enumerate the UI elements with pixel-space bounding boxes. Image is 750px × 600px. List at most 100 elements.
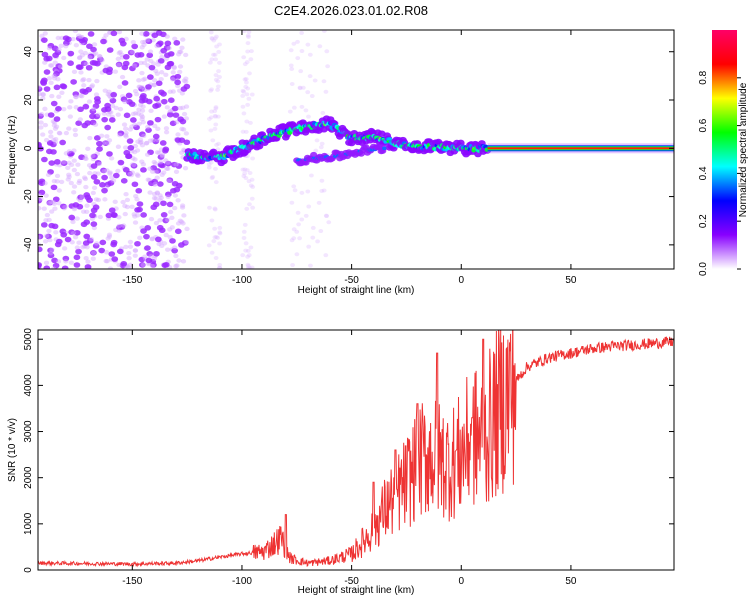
noise-blob [90, 221, 98, 227]
noise-blob [131, 162, 137, 168]
noise-blob [139, 31, 145, 36]
noise-blob [246, 30, 252, 35]
noise-blob [51, 201, 58, 206]
noise-blob [132, 253, 138, 258]
noise-blob [241, 229, 247, 234]
noise-blob [208, 30, 214, 35]
noise-blob [177, 49, 183, 55]
noise-blob [318, 145, 324, 150]
noise-blob [163, 130, 170, 135]
noise-blob [159, 152, 166, 158]
noise-blob [142, 254, 148, 259]
noise-blob [38, 113, 44, 119]
noise-blob [160, 200, 167, 207]
noise-blob [151, 82, 158, 88]
noise-blob [248, 183, 254, 188]
noise-blob [49, 209, 55, 214]
noise-blob [245, 41, 251, 46]
noise-blob [152, 103, 159, 109]
noise-blob [71, 158, 77, 163]
noise-blob [206, 162, 212, 167]
noise-blob [53, 116, 61, 122]
noise-blob [246, 179, 252, 184]
noise-blob [106, 89, 112, 95]
noise-blob [98, 133, 105, 139]
noise-blob [53, 159, 61, 165]
noise-blob [168, 209, 174, 215]
noise-blob [138, 86, 145, 92]
noise-blob [53, 136, 59, 142]
noise-blob [115, 112, 121, 117]
noise-blob [250, 156, 256, 161]
noise-blob [112, 172, 120, 179]
noise-blob [134, 197, 140, 202]
noise-blob [80, 60, 88, 67]
noise-blob [151, 256, 158, 262]
noise-blob [125, 264, 131, 269]
noise-blob [96, 53, 103, 59]
noise-blob [173, 162, 179, 167]
noise-blob [291, 236, 297, 241]
noise-blob [177, 105, 183, 111]
noise-blob [79, 194, 85, 199]
noise-blob [84, 264, 92, 269]
noise-blob [164, 217, 171, 223]
noise-blob [68, 260, 75, 265]
noise-blob [288, 63, 294, 68]
noise-blob [157, 58, 165, 64]
noise-blob [85, 146, 91, 152]
noise-blob [206, 243, 212, 248]
noise-blob [179, 91, 186, 96]
noise-blob [90, 163, 98, 169]
noise-blob [144, 152, 151, 157]
noise-blob [213, 180, 219, 185]
noise-blob [151, 195, 158, 201]
noise-blob [93, 95, 101, 102]
noise-blob [132, 248, 139, 253]
noise-blob [90, 250, 97, 256]
noise-blob [56, 47, 62, 52]
noise-blob [107, 266, 114, 269]
noise-blob [172, 193, 179, 198]
noise-blob [213, 166, 218, 171]
noise-blob [54, 179, 60, 184]
noise-blob [79, 88, 87, 94]
noise-blob [115, 168, 121, 174]
noise-blob [132, 214, 138, 219]
noise-blob [42, 181, 48, 186]
noise-blob [90, 174, 98, 180]
noise-blob [132, 149, 138, 155]
noise-blob [127, 239, 134, 245]
noise-blob [103, 258, 109, 264]
noise-blob [68, 180, 74, 186]
noise-blob [154, 175, 160, 180]
noise-blob [140, 228, 147, 234]
noise-blob [140, 212, 147, 218]
noise-blob [287, 109, 293, 114]
noise-blob [158, 160, 164, 165]
noise-blob [56, 188, 62, 193]
noise-blob [53, 84, 61, 91]
noise-blob [151, 82, 157, 88]
snr-x-label: Height of straight line (km) [298, 585, 415, 596]
snr-plot-area [38, 330, 674, 570]
noise-blob [138, 60, 144, 66]
noise-blob [102, 197, 108, 202]
noise-blob [248, 120, 253, 125]
noise-blob [46, 199, 54, 206]
noise-blob [38, 178, 46, 185]
noise-blob [86, 99, 93, 104]
noise-blob [249, 177, 255, 182]
noise-blob [148, 180, 155, 187]
noise-blob [215, 235, 221, 240]
noise-blob [166, 201, 174, 208]
noise-blob [43, 69, 51, 75]
noise-blob [241, 174, 247, 179]
noise-blob [46, 76, 53, 81]
noise-blob [212, 226, 218, 231]
noise-blob [215, 79, 221, 84]
noise-blob [76, 240, 82, 245]
noise-blob [213, 77, 219, 82]
noise-blob [242, 62, 248, 67]
noise-blob [130, 117, 137, 123]
